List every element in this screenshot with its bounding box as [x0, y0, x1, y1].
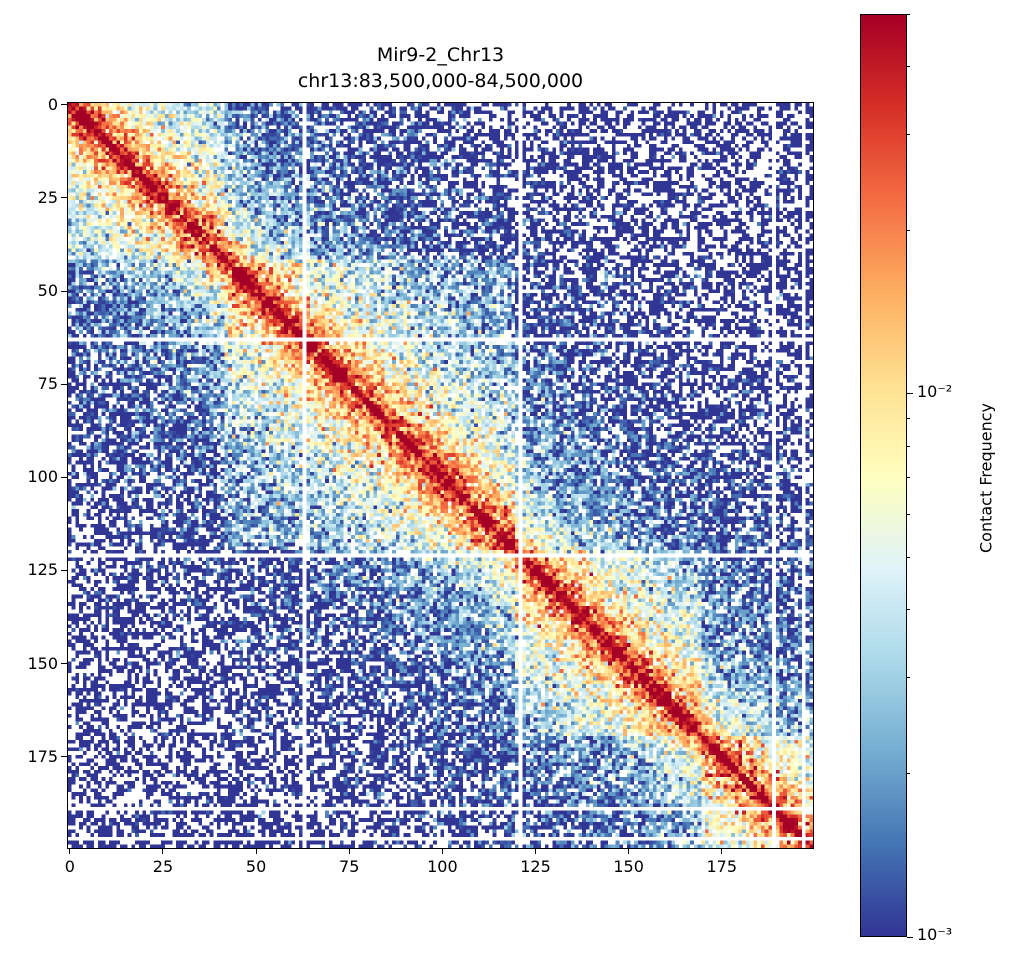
y-tick-label: 25 — [37, 187, 58, 207]
y-tick — [61, 104, 67, 106]
x-tick — [441, 848, 443, 854]
colorbar-minor-tick — [907, 677, 910, 679]
x-tick — [721, 848, 723, 854]
colorbar-minor-tick — [907, 477, 910, 479]
x-tick-label: 75 — [339, 857, 360, 876]
chart-subtitle: chr13:83,500,000-84,500,000 — [297, 70, 584, 92]
x-tick-label: 50 — [245, 857, 267, 876]
y-tick — [61, 663, 67, 665]
colorbar-tick-label: 10⁻³ — [917, 925, 953, 944]
x-tick-label: 100 — [427, 857, 458, 876]
colorbar-major-tick — [907, 936, 913, 938]
colorbar-minor-tick — [907, 418, 910, 420]
x-tick — [348, 848, 350, 854]
colorbar-minor-tick — [907, 229, 910, 231]
x-tick — [69, 848, 71, 854]
y-tick — [61, 290, 67, 292]
y-tick-label: 0 — [47, 94, 58, 114]
y-tick — [61, 569, 67, 571]
x-tick-label: 175 — [706, 857, 738, 876]
colorbar-major-tick — [907, 393, 913, 395]
y-tick-label: 50 — [37, 281, 58, 301]
colorbar-minor-tick — [907, 556, 910, 558]
heatmap-matrix — [68, 103, 813, 848]
plot-frame — [67, 102, 814, 849]
y-tick-label: 125 — [27, 560, 58, 580]
colorbar-minor-tick — [907, 513, 910, 515]
y-tick-label: 175 — [27, 746, 58, 766]
x-tick — [162, 848, 164, 854]
colorbar — [860, 14, 907, 937]
colorbar-tick-label: 10⁻² — [917, 381, 953, 401]
y-tick — [61, 383, 67, 385]
y-tick — [61, 197, 67, 199]
x-tick-label: 150 — [613, 857, 644, 876]
x-tick-label: 25 — [152, 857, 174, 876]
colorbar-minor-tick — [907, 609, 910, 611]
x-tick — [255, 848, 257, 854]
y-tick — [61, 476, 67, 478]
x-tick — [628, 848, 630, 854]
colorbar-minor-tick — [907, 66, 910, 68]
y-tick-label: 150 — [27, 653, 58, 673]
x-tick-label: 0 — [64, 857, 75, 876]
colorbar-label: Contact Frequency — [976, 403, 996, 553]
colorbar-minor-tick — [907, 445, 910, 447]
x-tick-label: 125 — [520, 857, 551, 876]
chart-title: Mir9-2_Chr13 — [376, 44, 505, 66]
colorbar-minor-tick — [907, 134, 910, 136]
colorbar-minor-tick — [907, 772, 910, 774]
y-tick-label: 100 — [27, 467, 58, 487]
x-tick — [534, 848, 536, 854]
y-tick — [61, 756, 67, 758]
y-tick-label: 75 — [37, 374, 58, 394]
colorbar-minor-tick — [907, 13, 910, 15]
